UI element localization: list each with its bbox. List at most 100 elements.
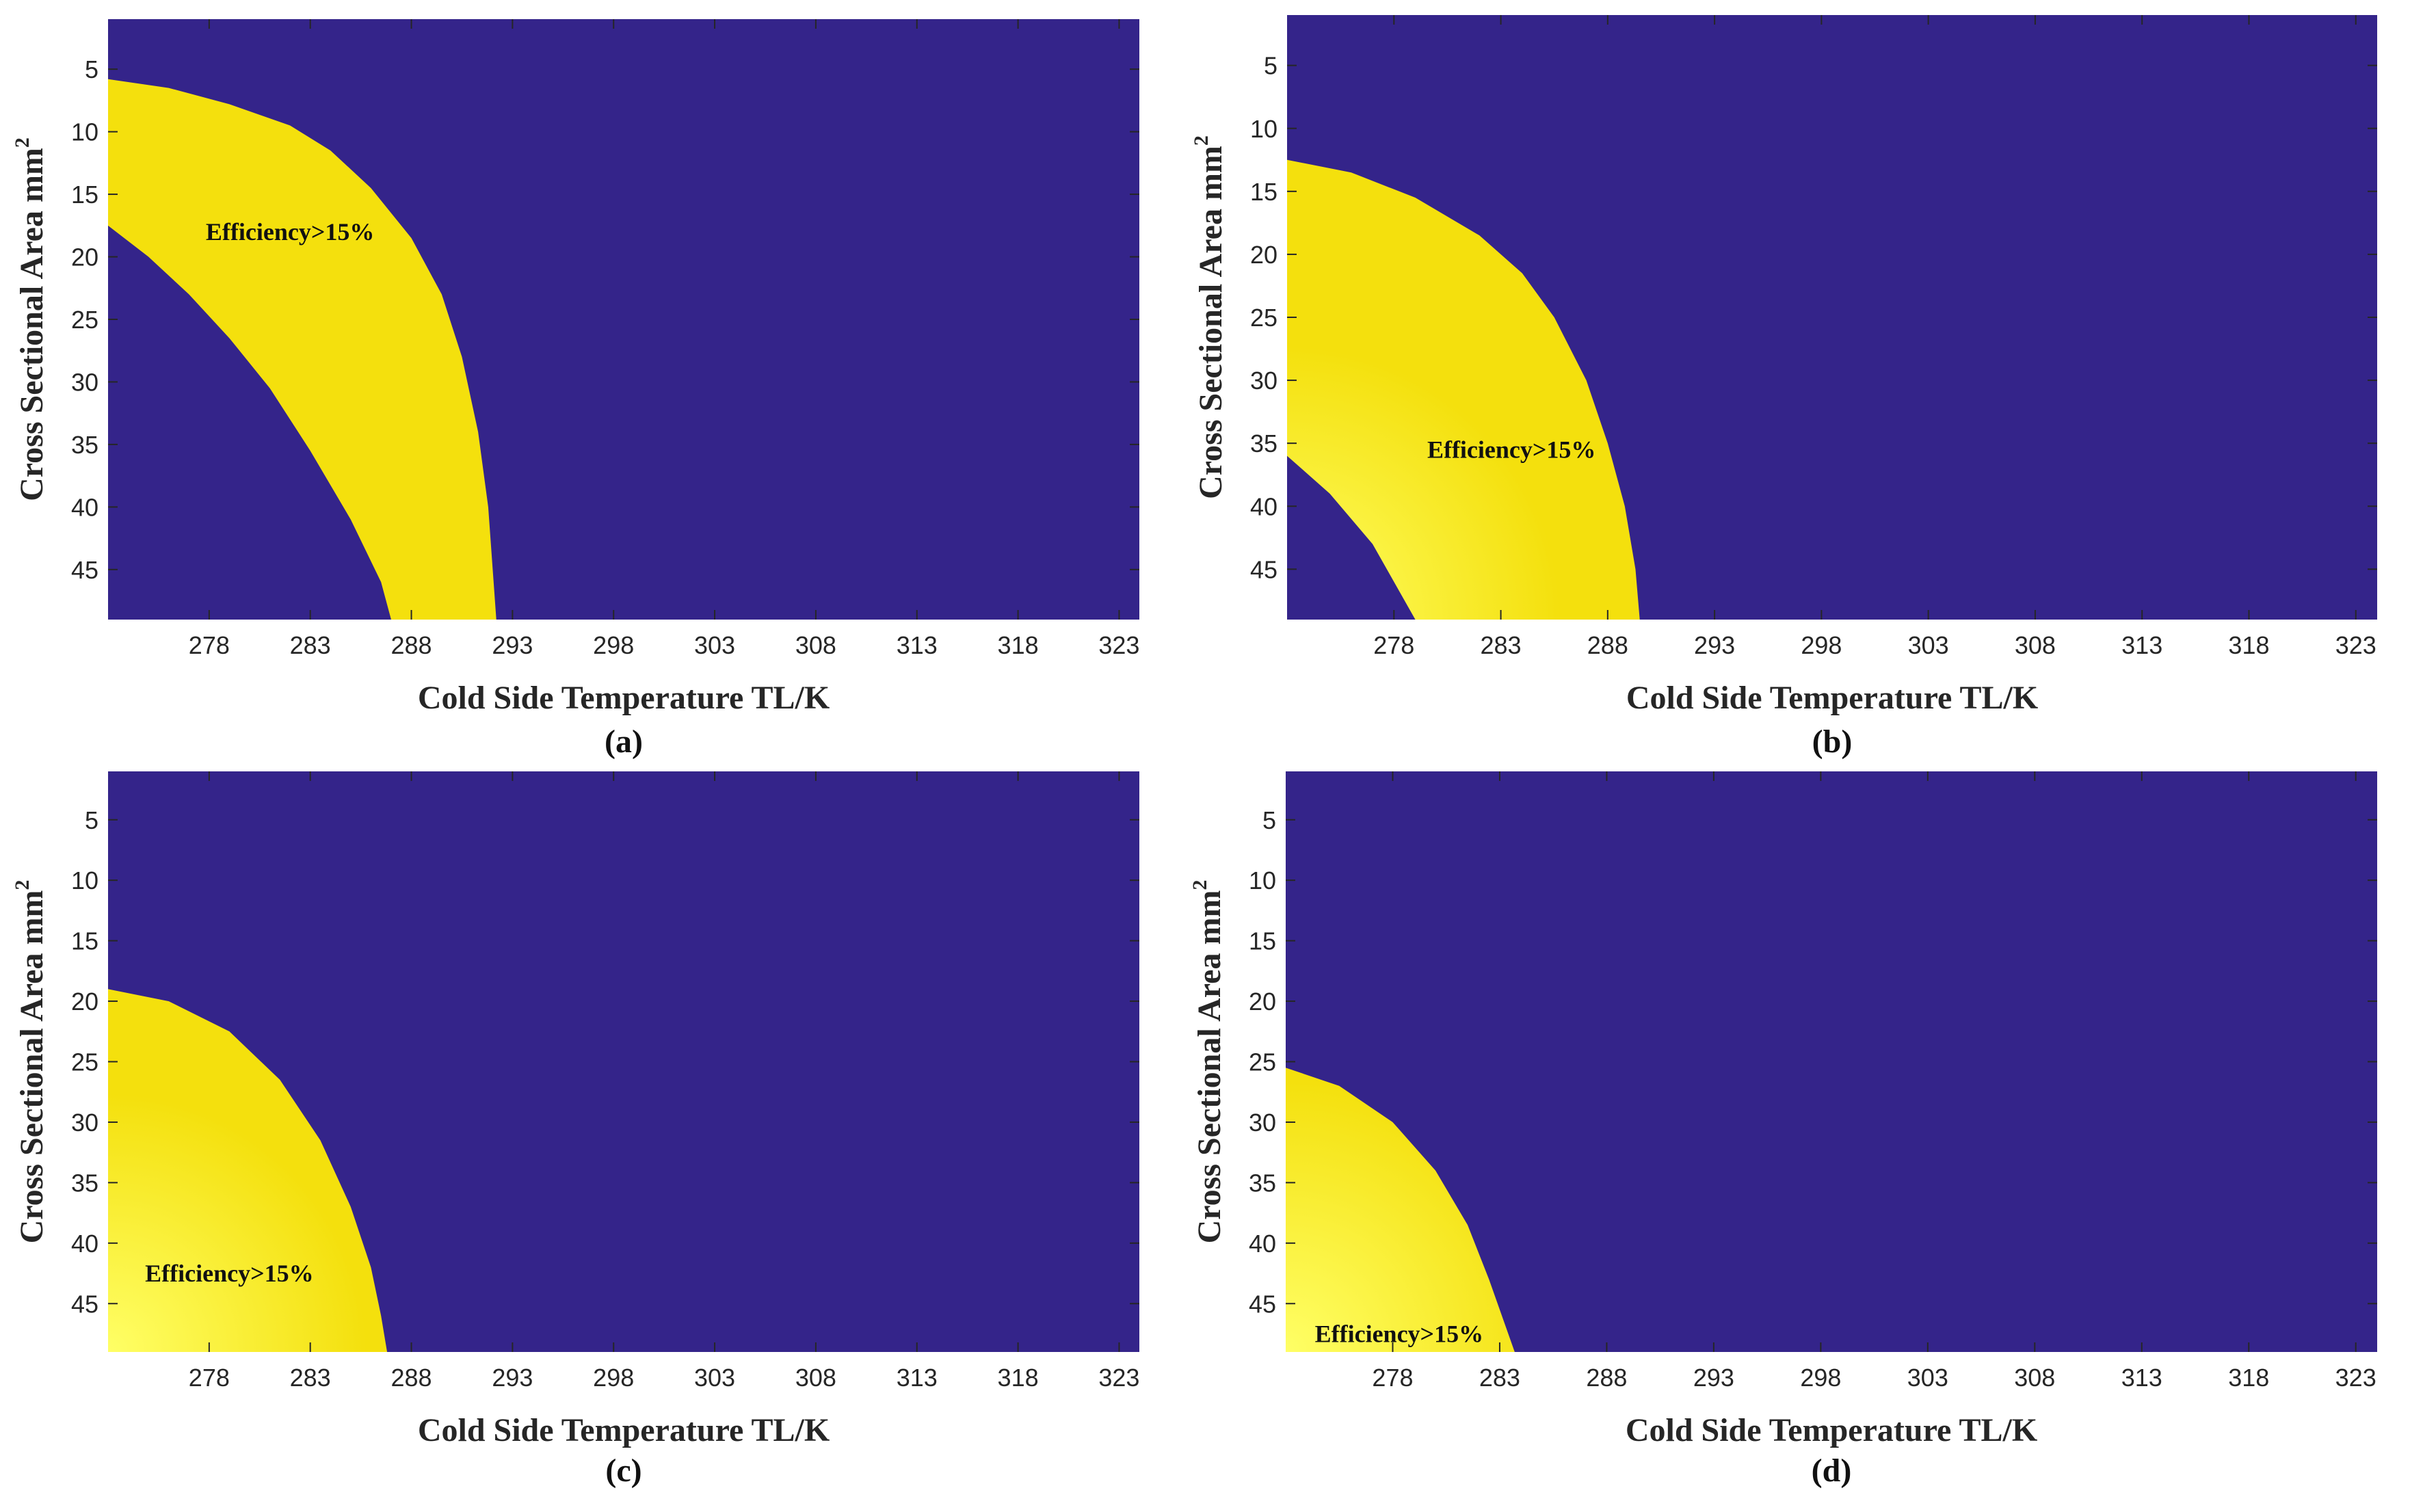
efficiency-region [108, 79, 496, 620]
x-tick-label: 298 [593, 1364, 634, 1392]
x-tick-label: 323 [2335, 631, 2376, 659]
x-tick-label: 278 [1373, 631, 1414, 659]
y-tick-label: 40 [1250, 492, 1277, 520]
y-tick-label: 20 [1250, 241, 1277, 269]
y-tick-label: 45 [1250, 555, 1277, 583]
x-tick-label: 308 [795, 1364, 836, 1392]
x-tick-label: 283 [1479, 1364, 1520, 1392]
x-tick-label: 323 [1098, 631, 1139, 659]
x-tick-label: 283 [1481, 631, 1522, 659]
x-tick-label: 293 [492, 631, 533, 659]
panel-a: 278 283 288 293 298 303 308 313 318 323 5 10 15 20 25 3… [11, 19, 1139, 760]
x-tick-label: 323 [2335, 1364, 2376, 1392]
y-tick-label: 35 [1250, 429, 1277, 457]
x-tick-label: 308 [2015, 631, 2056, 659]
y-tick-label: 15 [1250, 178, 1277, 206]
y-tick-label: 40 [1249, 1230, 1276, 1258]
efficiency-annotation: Efficiency>15% [1427, 436, 1595, 463]
x-axis-title: Cold Side Temperature TL/K [1626, 680, 2038, 716]
x-tick-label: 313 [897, 1364, 938, 1392]
x-tick-label: 303 [1907, 1364, 1948, 1392]
y-tick-label: 25 [1249, 1048, 1276, 1076]
x-tick-label: 293 [492, 1364, 533, 1392]
x-tick-label: 308 [2014, 1364, 2055, 1392]
y-axis-title: Cross Sectional Area mm2 [11, 137, 50, 501]
x-tick-label: 298 [1801, 631, 1842, 659]
x-tick-label: 288 [390, 1364, 432, 1392]
y-tick-label: 10 [71, 118, 98, 146]
x-axis-title: Cold Side Temperature TL/K [418, 680, 830, 716]
x-tick-label: 278 [189, 631, 230, 659]
y-tick-label: 45 [71, 556, 98, 584]
y-tick-label: 35 [71, 1169, 98, 1197]
x-tick-label: 283 [290, 631, 331, 659]
y-tick-label: 5 [1264, 52, 1277, 80]
y-tick-label: 5 [1262, 806, 1276, 834]
y-tick-label: 30 [1250, 367, 1277, 395]
x-tick-label: 303 [694, 1364, 735, 1392]
y-tick-label: 20 [1249, 987, 1276, 1016]
x-axis-title: Cold Side Temperature TL/K [1626, 1412, 2037, 1448]
y-tick-label: 20 [71, 987, 98, 1016]
y-tick-label: 40 [71, 493, 98, 521]
panel-b: 278 283 288 293 298 303 308 313 318 323 5 10 15 20 25 3… [1190, 15, 2377, 760]
y-axis-title: Cross Sectional Area mm2 [1190, 135, 1229, 499]
y-tick-label: 30 [71, 368, 98, 396]
x-tick-label: 318 [998, 1364, 1039, 1392]
y-axis-title: Cross Sectional Area mm2 [11, 880, 50, 1244]
y-tick-label: 30 [1249, 1109, 1276, 1137]
y-tick-label: 15 [1249, 927, 1276, 955]
x-axis-title: Cold Side Temperature TL/K [418, 1412, 830, 1448]
x-tick-label: 298 [1800, 1364, 1841, 1392]
y-tick-label: 30 [71, 1109, 98, 1137]
x-tick-label: 278 [1372, 1364, 1413, 1392]
x-tick-label: 303 [1908, 631, 1949, 659]
x-tick-label: 288 [1587, 631, 1628, 659]
x-tick-label: 293 [1694, 631, 1735, 659]
efficiency-region [1286, 1067, 1515, 1352]
y-tick-label: 25 [71, 1048, 98, 1076]
efficiency-annotation: Efficiency>15% [145, 1260, 313, 1287]
y-tick-label: 40 [71, 1230, 98, 1258]
x-tick-label: 318 [998, 631, 1039, 659]
y-tick-label: 35 [1249, 1169, 1276, 1197]
x-tick-label: 303 [694, 631, 735, 659]
y-tick-label: 5 [85, 806, 98, 834]
panel-caption: (b) [1812, 724, 1853, 760]
y-tick-label: 5 [85, 55, 98, 83]
x-tick-label: 308 [795, 631, 836, 659]
y-tick-label: 10 [1250, 115, 1277, 143]
panel-caption: (c) [605, 1453, 641, 1489]
y-tick-label: 10 [1249, 866, 1276, 894]
x-tick-label: 313 [2121, 631, 2162, 659]
x-tick-label: 318 [2228, 631, 2269, 659]
y-tick-label: 25 [71, 306, 98, 334]
x-tick-label: 298 [593, 631, 634, 659]
efficiency-annotation: Efficiency>15% [1315, 1320, 1483, 1347]
panel-caption: (a) [605, 724, 643, 760]
y-tick-label: 20 [71, 243, 98, 271]
y-axis-title: Cross Sectional Area mm2 [1189, 880, 1228, 1244]
y-tick-label: 45 [71, 1290, 98, 1318]
x-tick-label: 313 [897, 631, 938, 659]
efficiency-annotation: Efficiency>15% [206, 218, 374, 246]
y-tick-label: 15 [71, 927, 98, 955]
x-tick-label: 283 [290, 1364, 331, 1392]
panel-d: 278 283 288 293 298 303 308 313 318 323 5 10 15 20 25 3… [1189, 771, 2377, 1489]
y-tick-label: 25 [1250, 304, 1277, 332]
y-tick-label: 35 [71, 431, 98, 459]
x-tick-label: 288 [1586, 1364, 1627, 1392]
efficiency-region [1287, 159, 1640, 620]
y-tick-label: 10 [71, 866, 98, 894]
x-tick-label: 278 [189, 1364, 230, 1392]
x-tick-label: 293 [1693, 1364, 1734, 1392]
y-tick-label: 45 [1249, 1290, 1276, 1318]
panel-c: 278 283 288 293 298 303 308 313 318 323 5 10 15 20 25 3… [11, 771, 1139, 1489]
y-tick-label: 15 [71, 181, 98, 209]
x-tick-label: 313 [2121, 1364, 2162, 1392]
x-tick-label: 323 [1098, 1364, 1139, 1392]
efficiency-region [108, 989, 388, 1352]
panel-caption: (d) [1812, 1453, 1852, 1489]
x-tick-label: 288 [390, 631, 432, 659]
